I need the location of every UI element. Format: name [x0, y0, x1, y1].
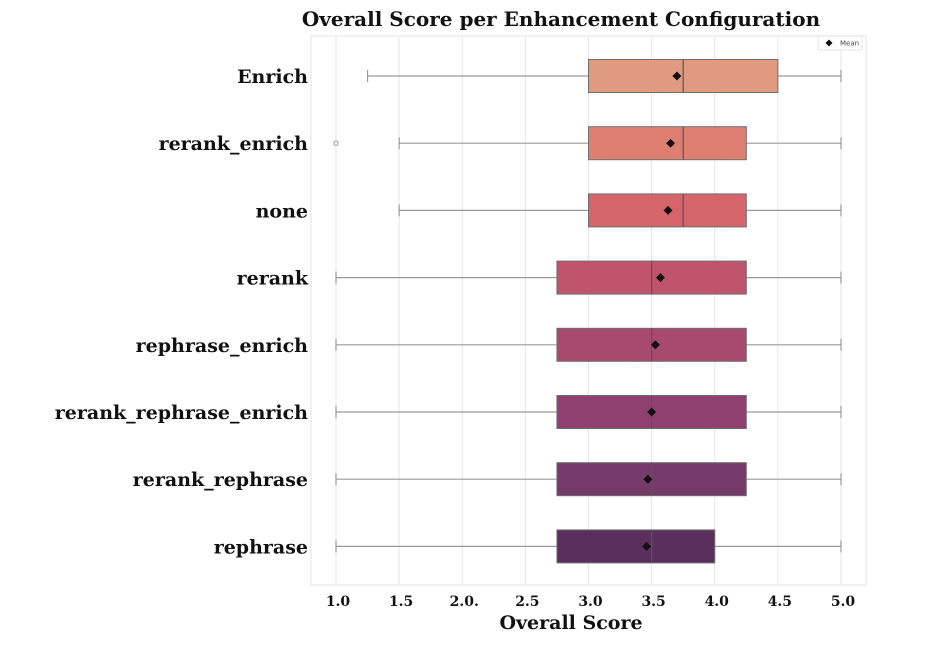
- category-label: rerank_rephrase: [133, 469, 308, 491]
- mean-marker: [666, 138, 676, 148]
- plot-area: [310, 35, 867, 586]
- x-tick-label: 1.5: [389, 594, 413, 610]
- category-label: rephrase_enrich: [136, 335, 309, 357]
- legend-mean-marker: [825, 39, 833, 47]
- box-group: [335, 395, 842, 429]
- legend-mean-label: Mean: [840, 40, 859, 48]
- category-label: rephrase: [214, 536, 308, 558]
- category-label: rerank_rephrase_enrich: [55, 402, 308, 424]
- mean-marker: [655, 273, 665, 283]
- x-tick-label: 2.5: [515, 594, 539, 610]
- outlier-point: [333, 140, 339, 146]
- box-group: [333, 126, 842, 161]
- category-label: rerank: [237, 268, 309, 290]
- gridlines: [335, 37, 842, 584]
- category-label: rerank_enrich: [159, 133, 309, 155]
- mean-marker: [642, 541, 652, 551]
- x-tick-label: 4.5: [768, 594, 792, 610]
- box-group: [335, 327, 842, 362]
- iqr-box: [556, 529, 716, 564]
- x-tick-label: 3.5: [641, 594, 665, 610]
- category-label: none: [256, 200, 308, 222]
- x-axis-label: Overall Score: [499, 612, 642, 634]
- x-tick-label: 5.0: [831, 594, 856, 610]
- x-tick-label: 4.0: [705, 594, 730, 610]
- x-tick-label: 3.0: [578, 594, 603, 610]
- mean-marker: [663, 205, 673, 215]
- box-group: [335, 462, 842, 497]
- mean-marker: [647, 407, 657, 417]
- mean-marker: [643, 474, 653, 484]
- box-group: [366, 59, 842, 93]
- box-group: [398, 193, 842, 228]
- x-tick-label: 1.0: [326, 594, 351, 610]
- box-group: [335, 529, 842, 564]
- legend: Mean: [817, 35, 863, 51]
- x-tick-label: 2.0.: [450, 594, 479, 610]
- category-label: Enrich: [237, 66, 308, 88]
- mean-marker: [650, 340, 660, 350]
- chart-title: Overall Score per Enhancement Configurat…: [302, 7, 821, 31]
- boxes: [333, 59, 842, 564]
- mean-marker: [672, 71, 682, 81]
- x-tick-labels: 1.0 1.5 2.0. 2.5 3.0 3.5 4.0 4.5 5.0: [326, 594, 856, 610]
- box-group: [335, 260, 842, 295]
